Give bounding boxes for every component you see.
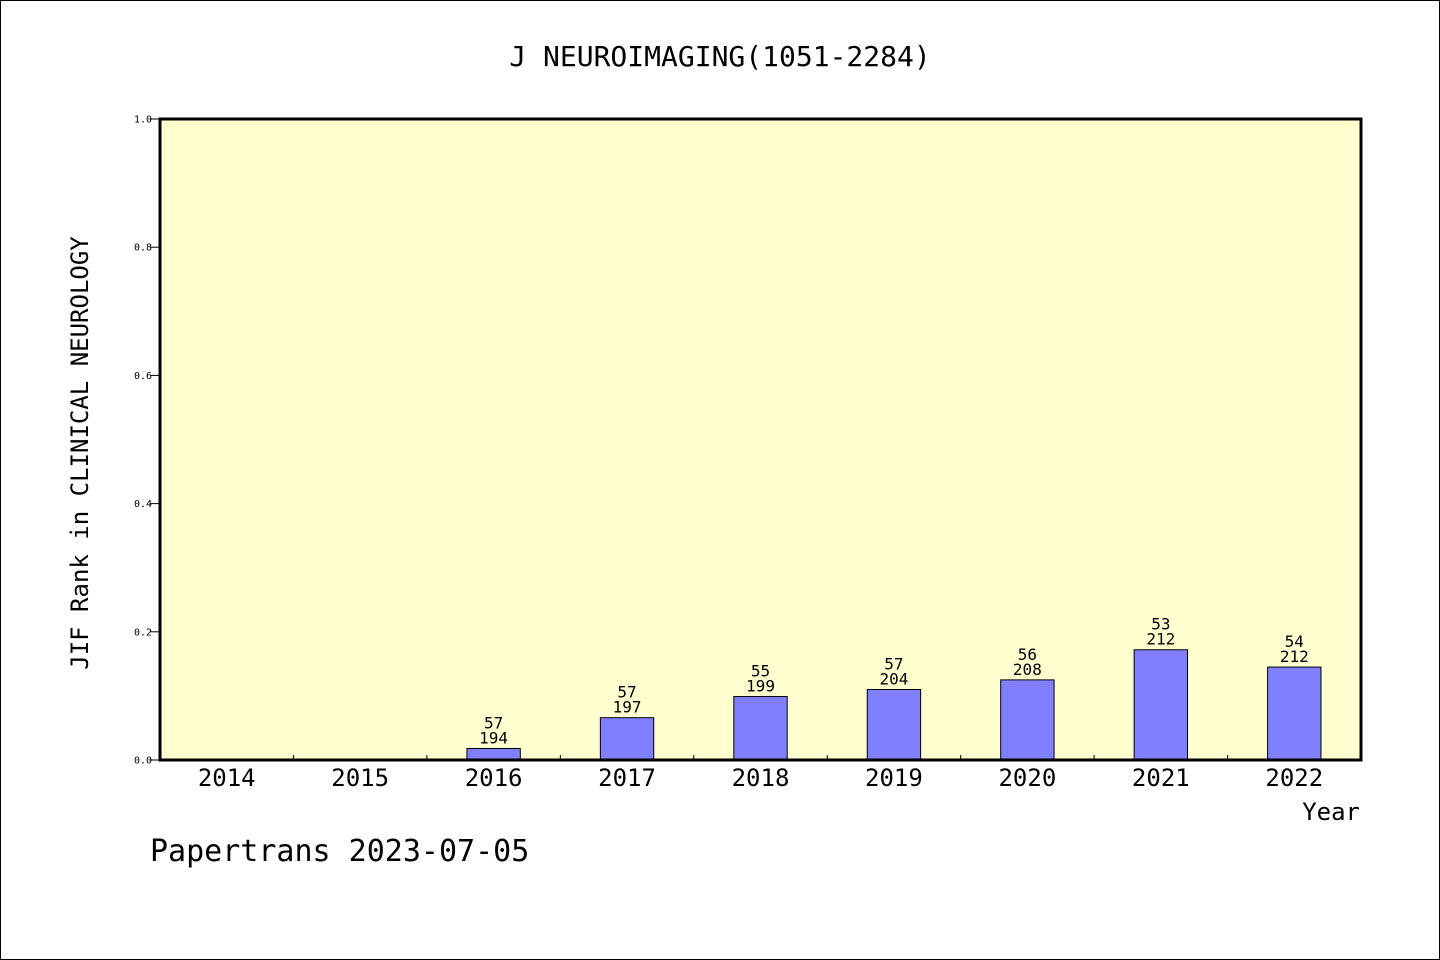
- bar-2016: [466, 747, 521, 761]
- footer-credit: Papertrans 2023-07-05: [150, 834, 530, 869]
- bar-total-label: 199: [746, 677, 775, 696]
- x-tick-label: 2016: [465, 764, 523, 792]
- bar-rank-label: 57: [884, 654, 903, 673]
- y-tick-label: 0.2: [134, 627, 152, 638]
- plot-border: [158, 117, 1363, 762]
- bar-2020: [1000, 679, 1055, 761]
- y-tick-label: 0.8: [134, 243, 152, 254]
- x-tick-label: 2017: [598, 764, 656, 792]
- chart-title: J NEUROIMAGING(1051-2284): [509, 40, 930, 73]
- x-tick-label: 2020: [998, 764, 1056, 792]
- x-tick-label: 2014: [198, 764, 256, 792]
- bar-total-label: 212: [1280, 647, 1309, 666]
- bar-rank-label: 57: [617, 683, 636, 702]
- y-tick-label: 0.6: [134, 371, 152, 382]
- bar-total-label: 208: [1013, 660, 1042, 679]
- bar-rank-label: 53: [1151, 615, 1170, 634]
- bar-total-label: 194: [479, 728, 508, 747]
- bar-rank-label: 56: [1018, 645, 1037, 664]
- bar-2018: [733, 696, 788, 761]
- bar-total-label: 212: [1146, 630, 1175, 649]
- bar-2021: [1133, 649, 1189, 761]
- bar-rank-label: 57: [484, 713, 503, 732]
- bar-2022: [1267, 666, 1322, 761]
- x-tick-label: 2021: [1132, 764, 1190, 792]
- bar-2019: [866, 688, 922, 761]
- bar-total-label: 204: [879, 669, 908, 688]
- y-tick-label: 0.0: [134, 756, 152, 767]
- bar-rank-label: 55: [751, 662, 770, 681]
- bar-total-label: 197: [613, 698, 642, 717]
- y-axis-label: JIF Rank in CLINICAL NEUROLOGY: [66, 236, 94, 670]
- bar-2017: [599, 717, 655, 761]
- y-tick-label: 0.4: [134, 499, 152, 510]
- x-tick-label: 2015: [331, 764, 389, 792]
- y-tick-label: 1.0: [134, 115, 152, 126]
- x-tick-label: 2019: [865, 764, 923, 792]
- x-tick-label: 2022: [1265, 764, 1323, 792]
- bar-rank-label: 54: [1285, 632, 1304, 651]
- x-axis-label: Year: [1302, 798, 1360, 826]
- x-tick-label: 2018: [732, 764, 790, 792]
